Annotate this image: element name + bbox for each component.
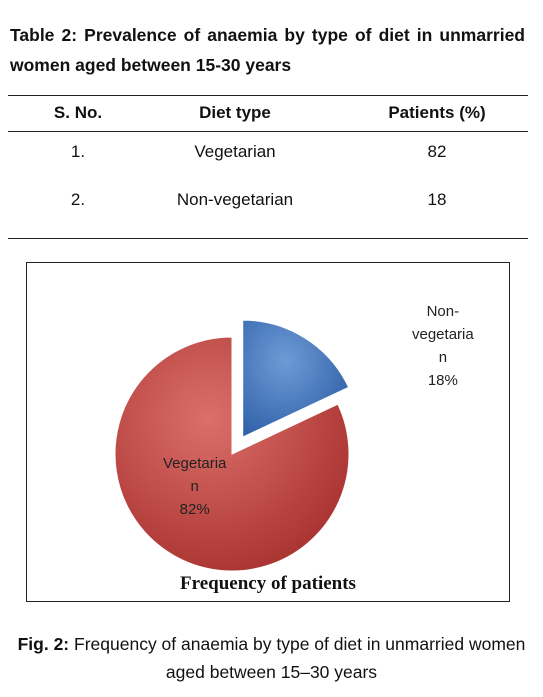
slice-pct-vegetarian: 82% <box>179 501 210 518</box>
slice-label-non-vegetarian-line-1: Non- <box>426 303 460 320</box>
pie-chart <box>114 319 350 572</box>
slice-label-vegetarian-line-2: n <box>190 478 199 495</box>
row-2-patients: 18 <box>427 190 447 209</box>
table-caption: Table 2: Prevalence of anaemia by type o… <box>10 25 525 75</box>
pie-slice-non-vegetarian <box>242 319 350 438</box>
chart-title: Frequency of patients <box>180 573 356 594</box>
row-1-diet: Vegetarian <box>194 142 276 161</box>
figure-label: Fig. 2: <box>17 634 70 654</box>
slice-pct-non-vegetarian: 18% <box>427 372 458 389</box>
table-bottom-rule <box>8 238 528 239</box>
row-1-patients: 82 <box>427 142 447 161</box>
pie-slice-vegetarian <box>114 336 350 572</box>
pie-chart-frame: Non- vegetaria n 18% Vegetaria n 82% Fre… <box>26 262 510 602</box>
header-diet-type: Diet type <box>199 103 271 122</box>
slice-label-non-vegetarian-line-2: vegetaria <box>412 326 474 343</box>
slice-label-non-vegetarian: Non- vegetaria n 18% <box>412 300 474 392</box>
slice-label-non-vegetarian-line-3: n <box>438 349 448 366</box>
table-header-rule <box>8 131 528 132</box>
figure-caption-text: Frequency of anaemia by type of diet in … <box>74 634 526 682</box>
header-serial-no: S. No. <box>53 103 103 122</box>
row-2-diet: Non-vegetarian <box>176 190 294 209</box>
slice-label-vegetarian-line-1: Vegetaria <box>163 455 227 472</box>
header-patients: Patients (%) <box>388 103 486 122</box>
row-1-serial: 1. <box>70 142 86 161</box>
slice-label-vegetarian: Vegetaria n 82% <box>163 452 226 521</box>
figure-caption: Fig. 2: Frequency of anaemia by type of … <box>8 630 535 686</box>
table-top-rule <box>8 95 528 96</box>
row-2-serial: 2. <box>70 190 86 209</box>
